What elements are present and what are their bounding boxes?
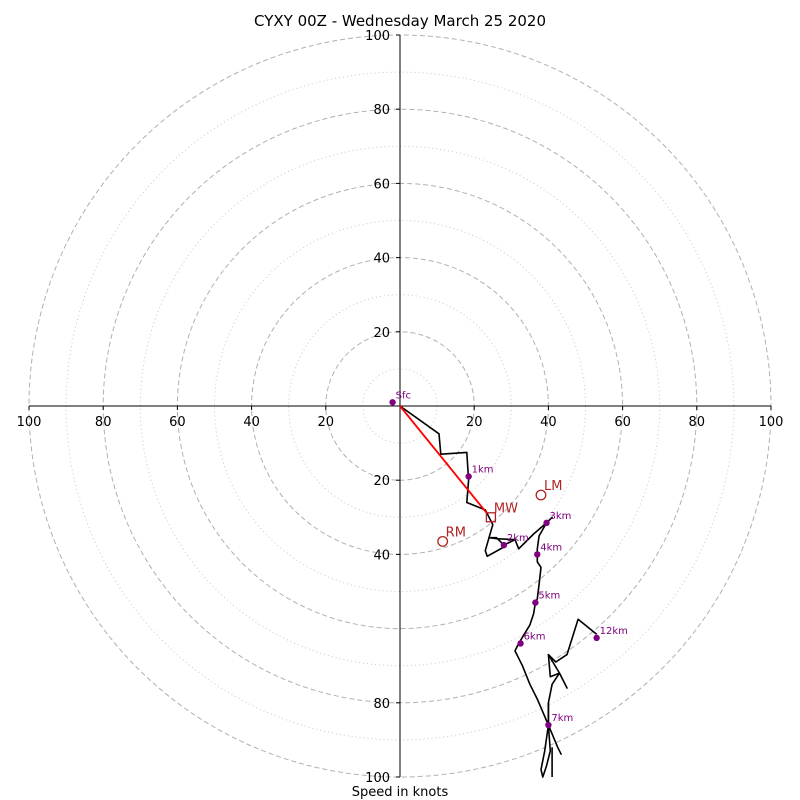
y-tick-label: 80	[373, 697, 390, 712]
y-tick-label: 100	[365, 29, 390, 44]
x-tick-label: 20	[318, 415, 335, 430]
y-tick-label: 40	[373, 252, 390, 267]
y-tick-label: 80	[373, 103, 390, 118]
height-marker-dot	[500, 541, 508, 549]
storm-motion-marker	[535, 489, 547, 501]
height-markers: Sfc 1km 2km 3km 4km 5km 6km 7km 12km	[389, 390, 628, 729]
mean-wind-line	[399, 405, 488, 515]
trace-segment	[547, 702, 563, 756]
y-tick-label: 20	[373, 326, 390, 341]
trace-segment	[484, 536, 516, 558]
storm-motion-markers: LM MW RM	[437, 479, 562, 547]
height-marker-label: 3km	[550, 511, 572, 522]
x-tick-label: 60	[614, 415, 631, 430]
height-marker-label: 2km	[507, 533, 529, 544]
storm-motion-marker	[437, 535, 449, 547]
height-marker-label: 6km	[524, 631, 546, 642]
height-marker-label: 7km	[551, 713, 573, 724]
y-tick-label: 40	[373, 548, 390, 563]
x-tick-label: 20	[466, 415, 483, 430]
chart-title: CYXY 00Z - Wednesday March 25 2020	[254, 12, 546, 30]
x-tick-label: 80	[689, 415, 706, 430]
height-marker-label: 4km	[540, 542, 562, 553]
y-tick-label: 20	[373, 474, 390, 489]
x-tick-label: 100	[17, 415, 42, 430]
storm-motion-marker	[485, 512, 497, 523]
trace-segment	[547, 654, 560, 678]
x-tick-label: 40	[540, 415, 557, 430]
y-tick-label: 60	[373, 177, 390, 192]
height-marker-label: 12km	[600, 626, 628, 637]
height-marker-dot	[545, 721, 552, 729]
height-marker-label: 5km	[538, 591, 560, 602]
height-marker-dot	[593, 634, 600, 642]
height-marker-dot	[517, 640, 524, 647]
storm-motion-label: LM	[544, 479, 562, 494]
x-tick-label: 100	[759, 415, 784, 430]
x-axis-label: Speed in knots	[352, 785, 449, 800]
height-marker-dot	[389, 399, 396, 406]
height-marker-label: Sfc	[396, 390, 411, 401]
height-marker-dot	[543, 519, 550, 527]
x-tick-label: 40	[243, 415, 260, 430]
height-marker-dot	[532, 599, 539, 606]
tick-labels: 100 80 60 40 20 20 40 60 80 100 100 80 60 40 20 20 40 80 1…	[17, 29, 784, 786]
y-tick-label: 100	[365, 771, 390, 786]
height-marker-label: 1km	[472, 464, 494, 475]
mean-wind-vector	[399, 405, 488, 515]
height-marker-dot	[534, 551, 541, 558]
x-tick-label: 60	[169, 415, 186, 430]
height-marker-dot	[465, 473, 472, 480]
storm-motion-label: MW	[494, 501, 518, 516]
storm-motion-label: RM	[446, 525, 466, 540]
x-tick-label: 80	[95, 415, 112, 430]
